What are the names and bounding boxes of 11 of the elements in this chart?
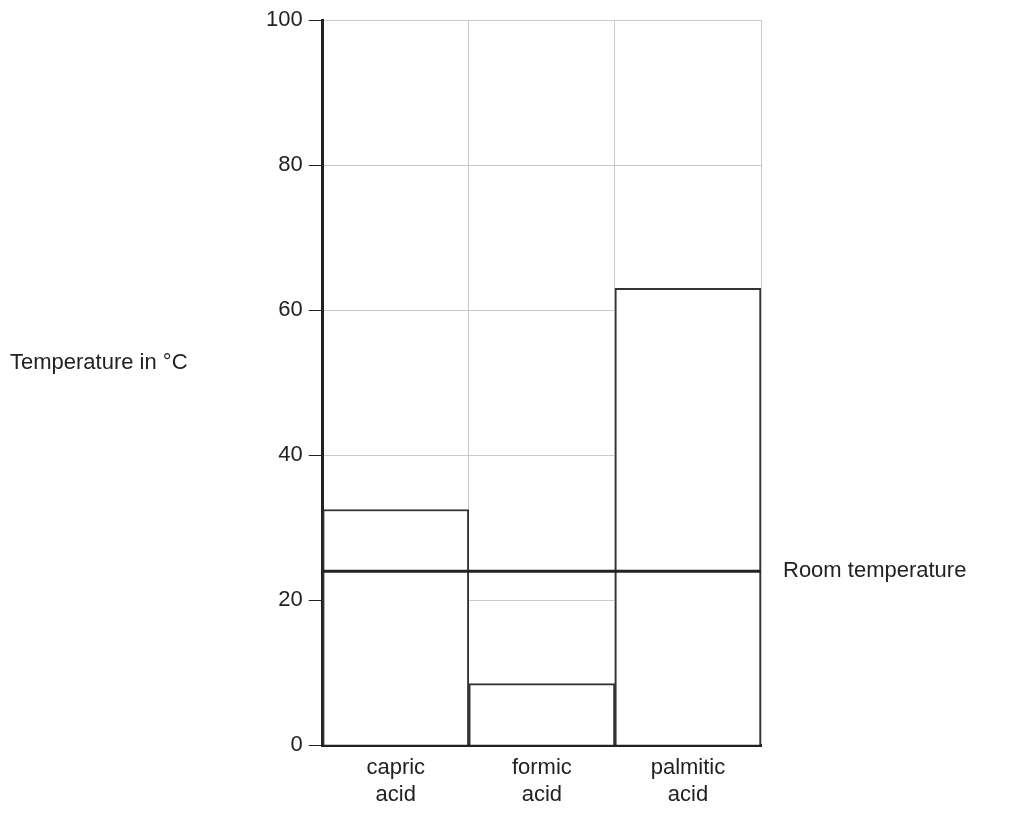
y-tick-label: 100 <box>265 6 303 32</box>
y-tick-label: 80 <box>278 151 303 177</box>
y-tick-label: 40 <box>278 441 303 467</box>
x-tick-label: formic acid <box>511 754 572 806</box>
y-tick-label: 0 <box>290 731 303 757</box>
y-tick-label: 20 <box>278 586 303 612</box>
y-axis-title: Temperature in °C <box>10 348 188 374</box>
x-tick-label: capric acid <box>366 754 426 806</box>
y-tick-label: 60 <box>278 296 303 322</box>
x-tick-label: palmitic acid <box>650 754 726 806</box>
ref-line-label: Room temperature <box>783 557 967 583</box>
